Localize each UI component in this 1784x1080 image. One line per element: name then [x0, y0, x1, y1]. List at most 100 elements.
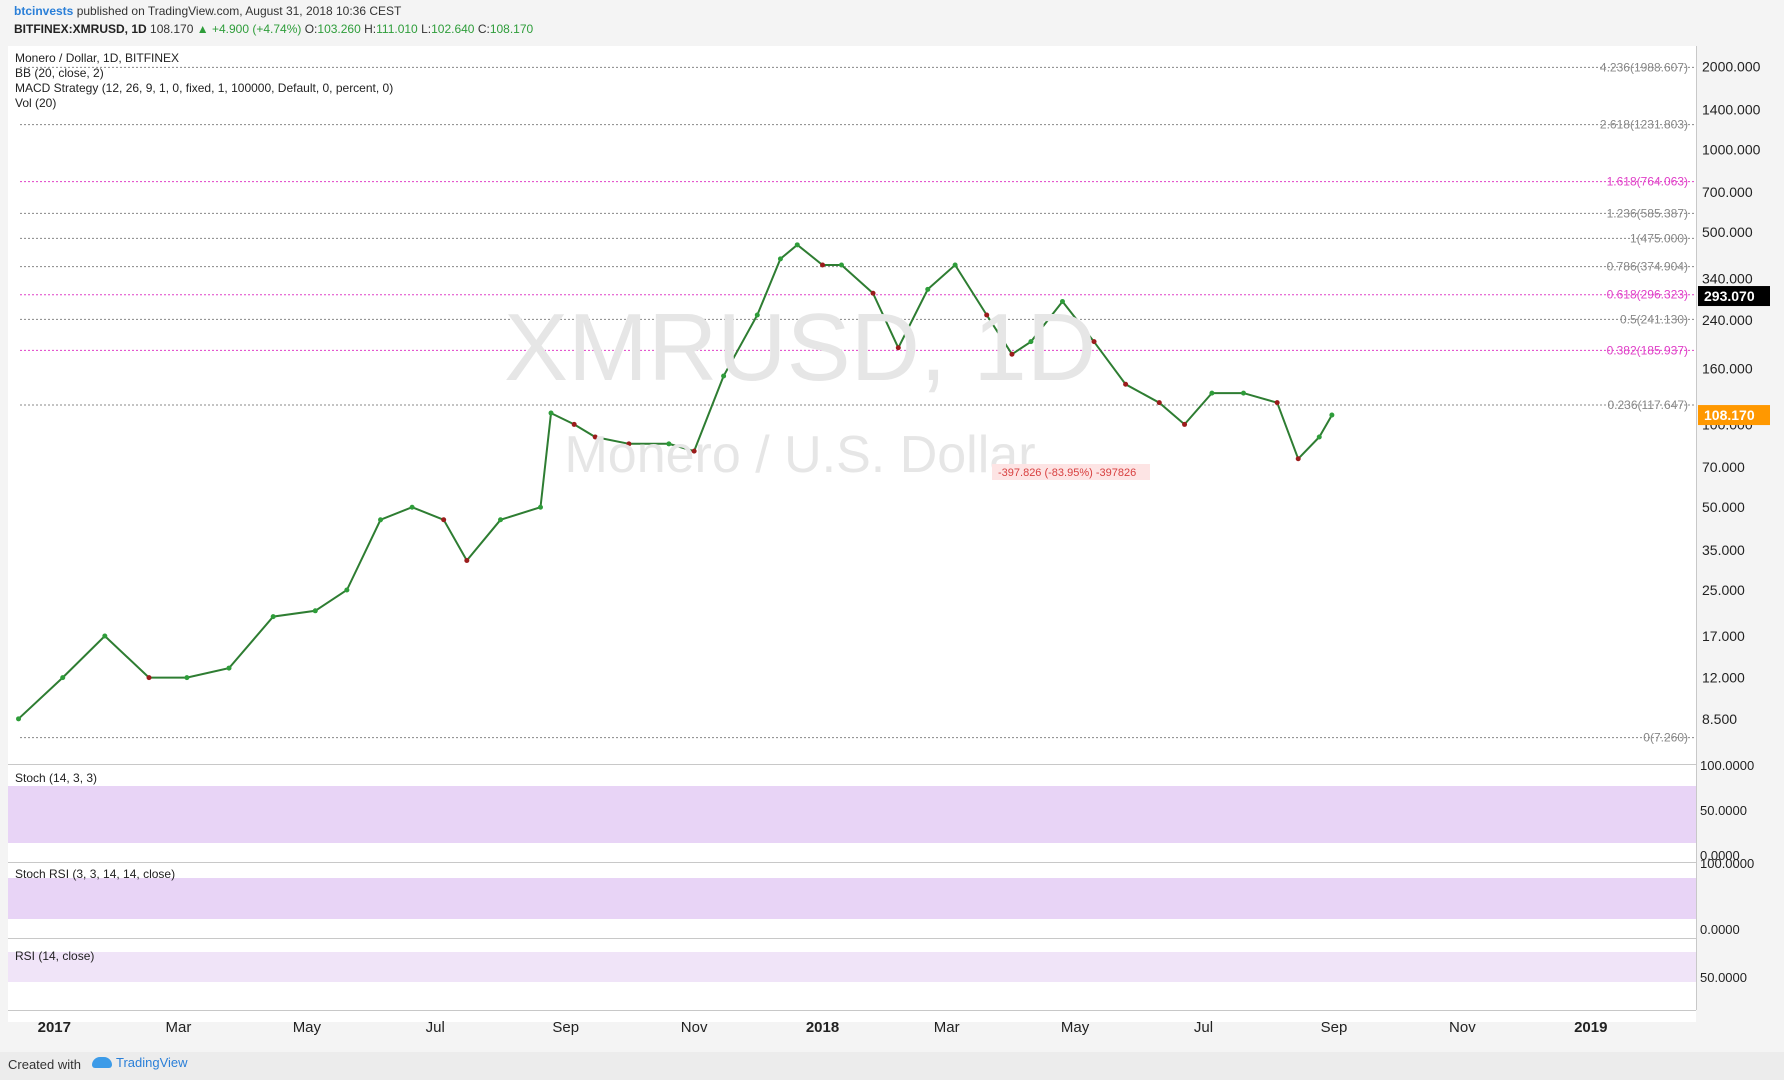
time-axis-label: Jul — [1194, 1019, 1213, 1036]
price-point — [464, 558, 470, 564]
stoch-rsi-pane[interactable]: Stoch RSI (3, 3, 14, 14, close) 100.0000… — [8, 856, 1754, 937]
price-point — [1295, 456, 1301, 462]
price-tag — [1698, 286, 1770, 307]
price-point — [102, 633, 108, 639]
time-axis-label: Nov — [1449, 1019, 1476, 1036]
price-point — [895, 345, 901, 351]
price-point — [777, 256, 783, 262]
price-point — [1123, 381, 1129, 387]
time-axis[interactable]: 2017 Mar May Jul Sep Nov 2018 Mar May Jul Sep Nov 20… — [38, 1019, 1608, 1036]
rsi-band — [8, 952, 1696, 982]
price-axis-label: 160.000 — [1702, 360, 1753, 376]
fib-label: 0.382(185.937) — [1607, 343, 1688, 357]
fib-label: 4.236(1988.607) — [1600, 60, 1688, 74]
price-chart[interactable]: 4.236(1988.607) 2.618(1231.803) 1.618(764.… — [0, 42, 1784, 1042]
price-point — [409, 504, 415, 510]
symbol-info: BITFINEX:XMRUSD, 1D 108.170 ▲ +4.900 (+4… — [14, 22, 533, 36]
price-point — [1059, 298, 1065, 304]
price-point — [1240, 390, 1246, 396]
price-point — [60, 675, 66, 681]
fib-label: 0.786(374.904) — [1607, 260, 1688, 274]
stoch-axis-50: 50.0000 — [1700, 803, 1747, 818]
time-axis-label: Nov — [681, 1019, 708, 1036]
price-point — [344, 587, 350, 593]
measure-label-bg — [992, 464, 1150, 480]
fib-label: 0(7.260) — [1643, 731, 1688, 745]
price-axis-label: 70.000 — [1702, 459, 1745, 475]
open-label: O: — [304, 22, 318, 36]
price-point — [1274, 400, 1280, 406]
price-point — [378, 517, 384, 523]
price-axis-label: 700.000 — [1702, 184, 1753, 200]
time-axis-label: Sep — [552, 1019, 579, 1036]
price-axis-label: 500.000 — [1702, 224, 1753, 240]
price-point — [226, 665, 232, 671]
price-point — [820, 262, 826, 268]
low-label: L: — [421, 22, 432, 36]
close-value: 108.170 — [489, 22, 534, 36]
price-point — [184, 675, 190, 681]
tradingview-logo[interactable]: TradingView — [92, 1055, 188, 1070]
fib-label: 1(475.000) — [1630, 231, 1688, 245]
fib-label: 2.618(1231.803) — [1600, 118, 1688, 132]
price-point — [691, 448, 697, 454]
pane-divider — [8, 938, 1696, 939]
price-axis-line — [1696, 46, 1697, 1010]
price-point — [1209, 390, 1215, 396]
price-point — [870, 290, 876, 296]
cloud-icon — [92, 1057, 112, 1068]
price-point — [754, 312, 760, 318]
price-point — [984, 312, 990, 318]
legend-title: Monero / Dollar, 1D, BITFINEX — [15, 51, 179, 65]
time-axis-label: Sep — [1321, 1019, 1348, 1036]
price-axis-label: 12.000 — [1702, 670, 1745, 686]
price-point — [1028, 339, 1034, 345]
time-axis-label: 2019 — [1574, 1019, 1607, 1036]
tradingview-brand: TradingView — [116, 1055, 188, 1070]
symbol-name: BITFINEX:XMRUSD, 1D — [14, 22, 147, 36]
fib-label: 1.618(764.063) — [1607, 175, 1688, 189]
price-point — [1009, 351, 1015, 357]
price-point — [571, 421, 577, 427]
rsi-label: RSI (14, close) — [15, 949, 94, 963]
pane-divider — [8, 764, 1696, 765]
rsi-pane[interactable]: RSI (14, close) 50.0000 — [8, 938, 1747, 985]
price-point — [721, 373, 727, 379]
stoch-rsi-band — [8, 878, 1696, 919]
price-axis-label: 240.000 — [1702, 312, 1753, 328]
price-point — [537, 504, 543, 510]
legend-vol: Vol (20) — [15, 96, 56, 110]
stoch-rsi-label: Stoch RSI (3, 3, 14, 14, close) — [15, 867, 175, 881]
price-point — [1156, 400, 1162, 406]
price-axis-label: 25.000 — [1702, 582, 1745, 598]
price-point — [1329, 412, 1335, 418]
price-point — [666, 441, 672, 447]
price-point — [1091, 339, 1097, 345]
rsi-axis-50: 50.0000 — [1700, 970, 1747, 985]
time-axis-label: Jul — [426, 1019, 445, 1036]
high-value: 111.010 — [376, 22, 418, 36]
last-price: 108.170 — [150, 22, 194, 36]
stoch-rsi-axis-100: 100.0000 — [1700, 856, 1754, 871]
price-point — [1182, 421, 1188, 427]
price-axis[interactable]: 2000.000 1400.000 1000.000 700.000 500.000 34… — [1698, 59, 1770, 727]
price-point — [952, 262, 958, 268]
stoch-pane[interactable]: Stoch (14, 3, 3) 100.0000 50.0000 0.0000 — [8, 758, 1754, 863]
price-axis-label: 35.000 — [1702, 542, 1745, 558]
price-point — [592, 434, 598, 440]
measure-label: -397.826 (-83.95%) -397826 — [998, 467, 1136, 479]
publisher-link[interactable]: btcinvests — [14, 4, 74, 18]
stoch-band — [8, 786, 1696, 843]
main-pane[interactable]: 4.236(1988.607) 2.618(1231.803) 1.618(764.… — [16, 60, 1694, 745]
time-axis-label: 2017 — [38, 1019, 71, 1036]
watermark-symbol: XMRUSD, 1D — [504, 294, 1096, 401]
created-with-label: Created with — [8, 1057, 81, 1072]
price-point — [838, 262, 844, 268]
chart-area[interactable]: 4.236(1988.607) 2.618(1231.803) 1.618(764.… — [0, 42, 1784, 1042]
price-point — [16, 716, 22, 722]
price-tag-label: 293.070 — [1704, 288, 1755, 304]
low-value: 102.640 — [431, 22, 475, 36]
fib-label: 0.5(241.130) — [1620, 312, 1688, 326]
close-label: C: — [477, 22, 490, 36]
price-axis-label: 17.000 — [1702, 628, 1745, 644]
